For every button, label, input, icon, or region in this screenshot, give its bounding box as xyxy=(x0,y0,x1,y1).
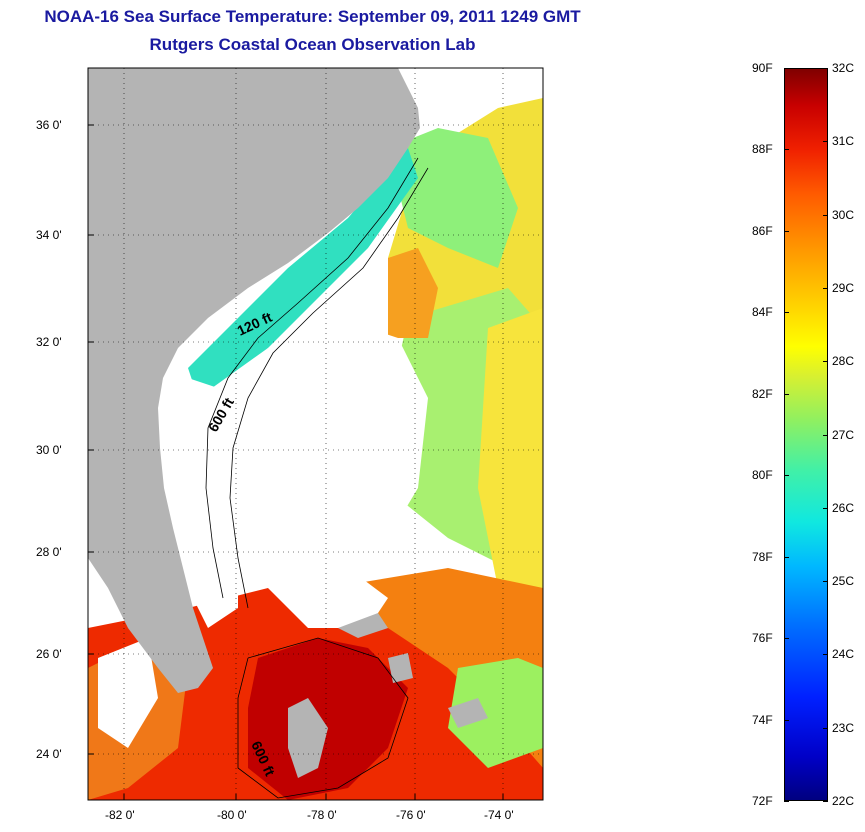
land-bahamas-north xyxy=(338,613,388,638)
colorbar-f-label: 82F xyxy=(752,386,773,401)
land-mainland xyxy=(88,68,420,693)
contour-600ft xyxy=(229,167,429,609)
colorbar-c-tick xyxy=(823,434,828,436)
contour-120ft xyxy=(205,157,419,599)
lat-label-30: 30 0' xyxy=(36,443,62,457)
colorbar-f-tick xyxy=(784,149,789,151)
colorbar-f-tick xyxy=(784,393,789,395)
lat-label-26: 26 0' xyxy=(36,647,62,661)
colorbar-c-label: 25C xyxy=(832,574,855,589)
colorbar-c-tick xyxy=(823,361,828,363)
map-canvas: 120 ft 600 ft 600 ft xyxy=(87,67,544,801)
cloud-south-patch xyxy=(268,568,388,628)
colorbar-f-label: 88F xyxy=(752,142,773,157)
colorbar-c-tick xyxy=(823,287,828,289)
colorbar-c-label: 31C xyxy=(832,134,855,149)
cloud-central xyxy=(188,318,428,588)
colorbar-f-label: 84F xyxy=(752,305,773,320)
colorbar-c-tick xyxy=(823,68,828,69)
colorbar-f-tick xyxy=(784,312,789,314)
colorbar-c-label: 30C xyxy=(832,207,855,222)
colorbar-f-tick xyxy=(784,638,789,640)
lat-label-36: 36 0' xyxy=(36,118,62,132)
colorbar-f-label: 78F xyxy=(752,549,773,564)
colorbar-f-label: 74F xyxy=(752,712,773,727)
colorbar-f-tick xyxy=(784,230,789,232)
sst-green-south xyxy=(448,658,543,768)
colorbar-c-tick xyxy=(823,581,828,583)
colorbar-c-tick xyxy=(823,801,828,802)
colorbar-c-label: 26C xyxy=(832,500,855,515)
colorbar-f-label: 76F xyxy=(752,631,773,646)
colorbar-c-label: 23C xyxy=(832,720,855,735)
sst-deep-red-banks xyxy=(248,638,408,800)
colorbar-f-label: 72F xyxy=(752,794,773,808)
colorbar-f-tick xyxy=(784,801,789,802)
chart-subtitle: Rutgers Coastal Ocean Observation Lab xyxy=(149,35,476,54)
lon-label-78: -78 0' xyxy=(307,808,337,822)
colorbar-c-tick xyxy=(823,214,828,216)
colorbar-f-tick xyxy=(784,719,789,721)
land-bahamas-central xyxy=(388,653,413,683)
colorbar-c-label: 28C xyxy=(832,354,855,369)
land-andros-island xyxy=(288,698,328,778)
colorbar-c-label: 32C xyxy=(832,61,855,75)
sst-coastal-cyan xyxy=(188,148,418,398)
frame-ticks xyxy=(88,124,504,800)
graticule xyxy=(88,68,543,800)
colorbar-c-label: 29C xyxy=(832,280,855,295)
sst-green-offshore-north xyxy=(388,128,518,268)
colorbar-f-label: 80F xyxy=(752,468,773,483)
lat-label-34: 34 0' xyxy=(36,228,62,242)
sst-yellow-east xyxy=(478,308,543,628)
depth-contours xyxy=(205,157,429,799)
lon-label-76: -76 0' xyxy=(396,808,426,822)
lat-label-24: 24 0' xyxy=(36,747,62,761)
land-bahamas-east xyxy=(448,698,488,728)
colorbar-f-tick xyxy=(784,556,789,558)
colorbar-c-tick xyxy=(823,141,828,143)
sst-map[interactable]: 120 ft 600 ft 600 ft 36 0' 34 0' 32 0' 3… xyxy=(36,67,544,822)
colorbar-c-tick xyxy=(823,507,828,509)
colorbar-f-label: 86F xyxy=(752,223,773,238)
lat-label-28: 28 0' xyxy=(36,545,62,559)
colorbar-c-tick xyxy=(823,654,828,656)
chart-title: NOAA-16 Sea Surface Temperature: Septemb… xyxy=(44,7,581,26)
colorbar-f-label: 90F xyxy=(752,61,773,75)
sst-orange-patch xyxy=(388,248,438,338)
land xyxy=(88,68,488,778)
lon-label-80: -80 0' xyxy=(217,808,247,822)
lon-label-74: -74 0' xyxy=(484,808,514,822)
contour-banks xyxy=(237,637,409,799)
colorbar-c-tick xyxy=(823,727,828,729)
temperature-colorbar xyxy=(784,68,828,801)
cloud-southwest xyxy=(98,638,158,748)
colorbar-c-label: 27C xyxy=(832,427,855,442)
lon-label-82: -82 0' xyxy=(105,808,135,822)
map-frame xyxy=(87,67,544,801)
colorbar-f-tick xyxy=(784,475,789,477)
colorbar-c-label: 24C xyxy=(832,647,855,662)
colorbar-c-label: 22C xyxy=(832,794,855,808)
colorbar-f-tick xyxy=(784,68,789,69)
lat-label-32: 32 0' xyxy=(36,335,62,349)
